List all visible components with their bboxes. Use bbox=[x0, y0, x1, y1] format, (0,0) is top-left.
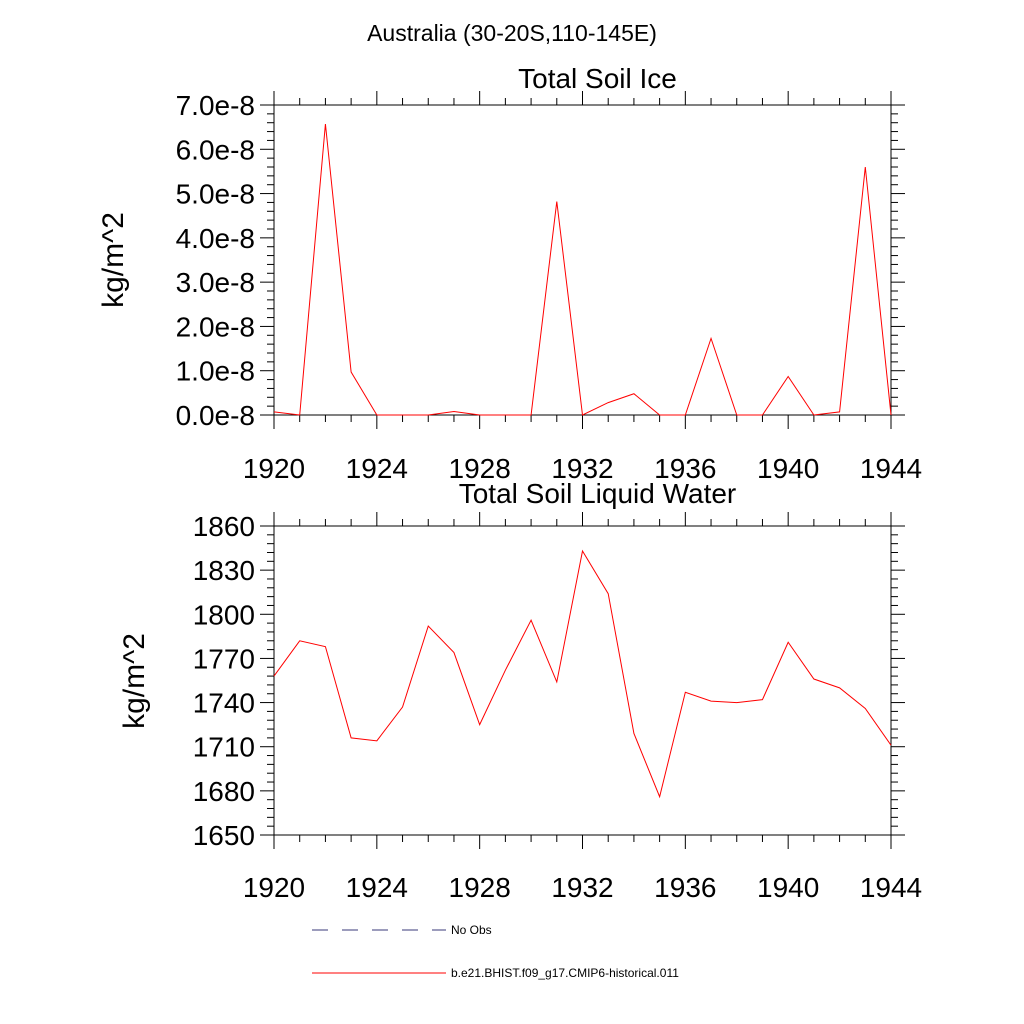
y-tick-label: 7.0e-8 bbox=[176, 90, 255, 121]
y-tick-label: 4.0e-8 bbox=[176, 223, 255, 254]
x-tick-label: 1940 bbox=[757, 453, 819, 484]
y-tick-label: 1800 bbox=[193, 599, 255, 630]
plot-title: Total Soil Ice bbox=[518, 63, 677, 94]
x-tick-label: 1932 bbox=[551, 872, 613, 903]
figure-suptitle: Australia (30-20S,110-145E) bbox=[367, 20, 657, 46]
legend: No Obs b.e21.BHIST.f09_g17.CMIP6-histori… bbox=[312, 923, 679, 980]
series-line bbox=[273, 549, 892, 799]
y-tick-label: 1860 bbox=[193, 511, 255, 542]
x-tick-label: 1924 bbox=[346, 872, 408, 903]
x-tick-label: 1928 bbox=[449, 453, 511, 484]
y-tick-label: 1680 bbox=[193, 776, 255, 807]
y-tick-label: 1770 bbox=[193, 643, 255, 674]
y-axis-label: kg/m^2 bbox=[118, 633, 151, 729]
y-tick-label: 1.0e-8 bbox=[176, 356, 255, 387]
plot-frame bbox=[273, 104, 892, 416]
panel-total-soil-ice: Total Soil Ice kg/m^2 1920 1924 1928 1932 1936… bbox=[97, 63, 922, 484]
y-tick-label: 1710 bbox=[193, 732, 255, 763]
legend-no-obs-label: No Obs bbox=[451, 923, 492, 937]
panel-total-soil-liquid-water: Total Soil Liquid Water kg/m^2 1920 1924 192… bbox=[118, 478, 922, 903]
x-tick-label: 1920 bbox=[243, 872, 305, 903]
plot-title: Total Soil Liquid Water bbox=[459, 478, 737, 509]
x-tick-label: 1940 bbox=[757, 872, 819, 903]
y-tick-label: 0.0e-8 bbox=[176, 400, 255, 431]
x-tick-label: 1928 bbox=[449, 872, 511, 903]
y-tick-label: 1740 bbox=[193, 688, 255, 719]
y-tick-label: 3.0e-8 bbox=[176, 267, 255, 298]
x-tick-label: 1944 bbox=[860, 453, 922, 484]
x-tick-label: 1944 bbox=[860, 872, 922, 903]
y-tick-label: 5.0e-8 bbox=[176, 179, 255, 210]
y-tick-label: 1650 bbox=[193, 820, 255, 851]
x-tick-label: 1936 bbox=[654, 453, 716, 484]
y-tick-label: 2.0e-8 bbox=[176, 311, 255, 342]
plot-frame bbox=[273, 525, 892, 836]
x-tick-label: 1924 bbox=[346, 453, 408, 484]
legend-model-label: b.e21.BHIST.f09_g17.CMIP6-historical.011 bbox=[451, 966, 679, 980]
y-tick-label: 6.0e-8 bbox=[176, 134, 255, 165]
series-line bbox=[273, 123, 892, 416]
x-tick-label: 1936 bbox=[654, 872, 716, 903]
y-tick-label: 1830 bbox=[193, 555, 255, 586]
x-tick-label: 1932 bbox=[551, 453, 613, 484]
x-tick-label: 1920 bbox=[243, 453, 305, 484]
y-axis-label: kg/m^2 bbox=[97, 212, 130, 308]
